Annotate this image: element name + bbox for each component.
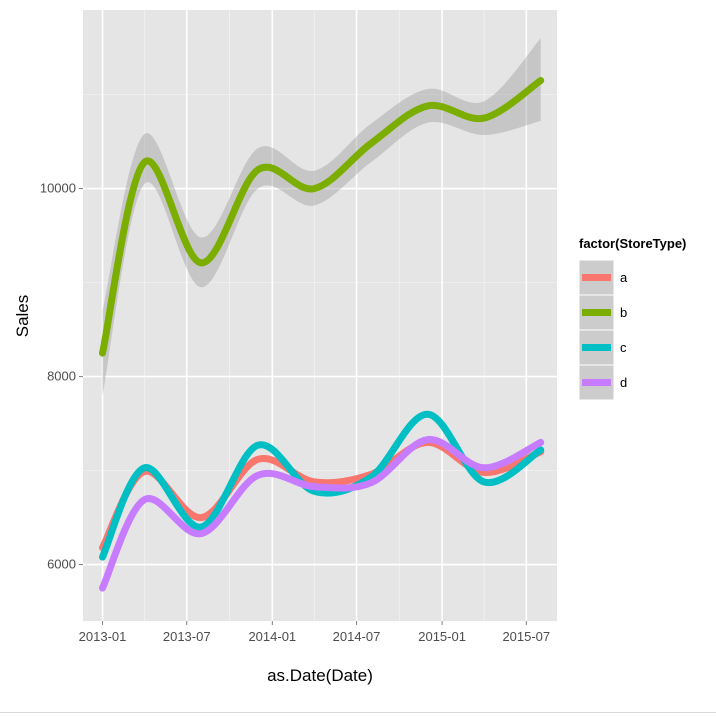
legend-label-b: b <box>620 305 627 320</box>
x-tick-label: 2013-01 <box>79 629 127 644</box>
y-axis-title: Sales <box>13 295 32 338</box>
y-tick-label: 10000 <box>40 181 76 196</box>
series-lines <box>99 77 545 592</box>
series-line-b <box>99 77 545 357</box>
plot-panel <box>83 10 557 621</box>
x-tick-label: 2015-07 <box>502 629 550 644</box>
legend-label-c: c <box>620 340 627 355</box>
bottom-divider <box>0 712 716 713</box>
x-tick-label: 2015-01 <box>418 629 466 644</box>
x-axis: 2013-01 2013-07 2014-01 2014-07 2015-01 2015-… <box>79 621 550 644</box>
legend-label-d: d <box>620 375 627 390</box>
minor-gridlines <box>83 10 557 621</box>
y-tick-label: 8000 <box>47 369 76 384</box>
legend-title: factor(StoreType) <box>579 236 686 251</box>
x-axis-title: as.Date(Date) <box>267 666 373 685</box>
x-tick-label: 2014-01 <box>248 629 296 644</box>
x-tick-label: 2013-07 <box>163 629 211 644</box>
x-tick-label: 2014-07 <box>333 629 381 644</box>
legend-label-a: a <box>620 270 628 285</box>
legend-items: a b c d <box>578 259 628 401</box>
y-tick-label: 6000 <box>47 557 76 572</box>
y-axis: 6000 8000 10000 <box>40 181 83 572</box>
series-line-d <box>99 436 545 592</box>
legend: factor(StoreType) a b c d <box>578 236 686 401</box>
major-gridlines <box>83 10 557 621</box>
